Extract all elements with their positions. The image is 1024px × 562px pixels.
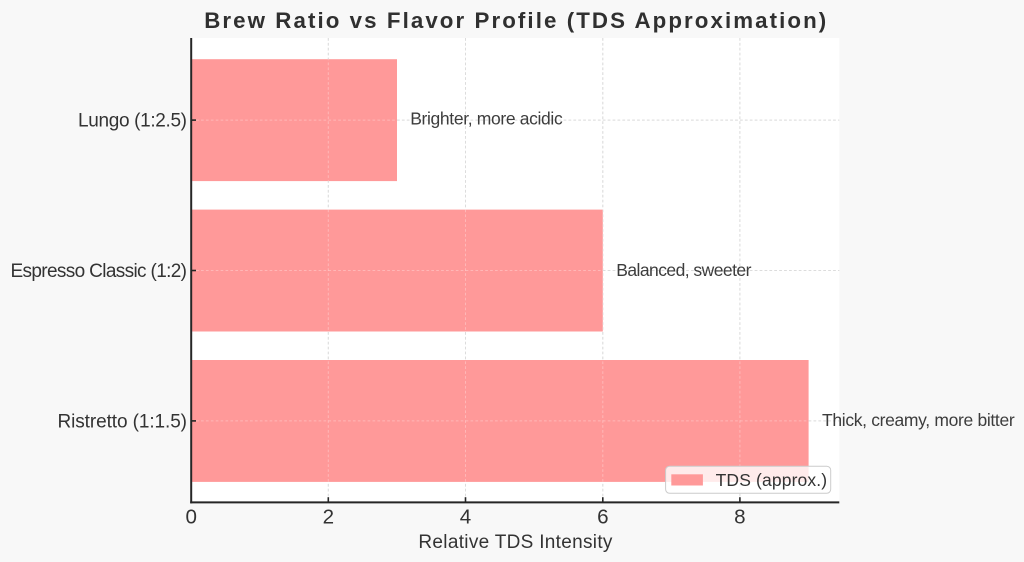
svg-text:8: 8 [734,506,745,529]
svg-text:Brighter, more acidic: Brighter, more acidic [410,108,563,128]
svg-text:Espresso Classic (1:2): Espresso Classic (1:2) [11,261,188,282]
svg-text:Relative TDS Intensity: Relative TDS Intensity [418,532,613,553]
svg-text:0: 0 [185,506,196,529]
svg-text:TDS (approx.): TDS (approx.) [716,470,828,490]
svg-text:Brew Ratio vs Flavor Profile (: Brew Ratio vs Flavor Profile (TDS Approx… [204,8,826,33]
svg-text:4: 4 [460,506,471,529]
svg-text:2: 2 [323,506,334,529]
svg-text:Thick, creamy, more bitter: Thick, creamy, more bitter [822,410,1015,430]
svg-text:Ristretto (1:1.5): Ristretto (1:1.5) [58,412,188,433]
svg-text:Balanced, sweeter: Balanced, sweeter [616,260,751,280]
svg-text:Lungo (1:2.5): Lungo (1:2.5) [78,111,187,132]
svg-text:6: 6 [597,506,608,529]
